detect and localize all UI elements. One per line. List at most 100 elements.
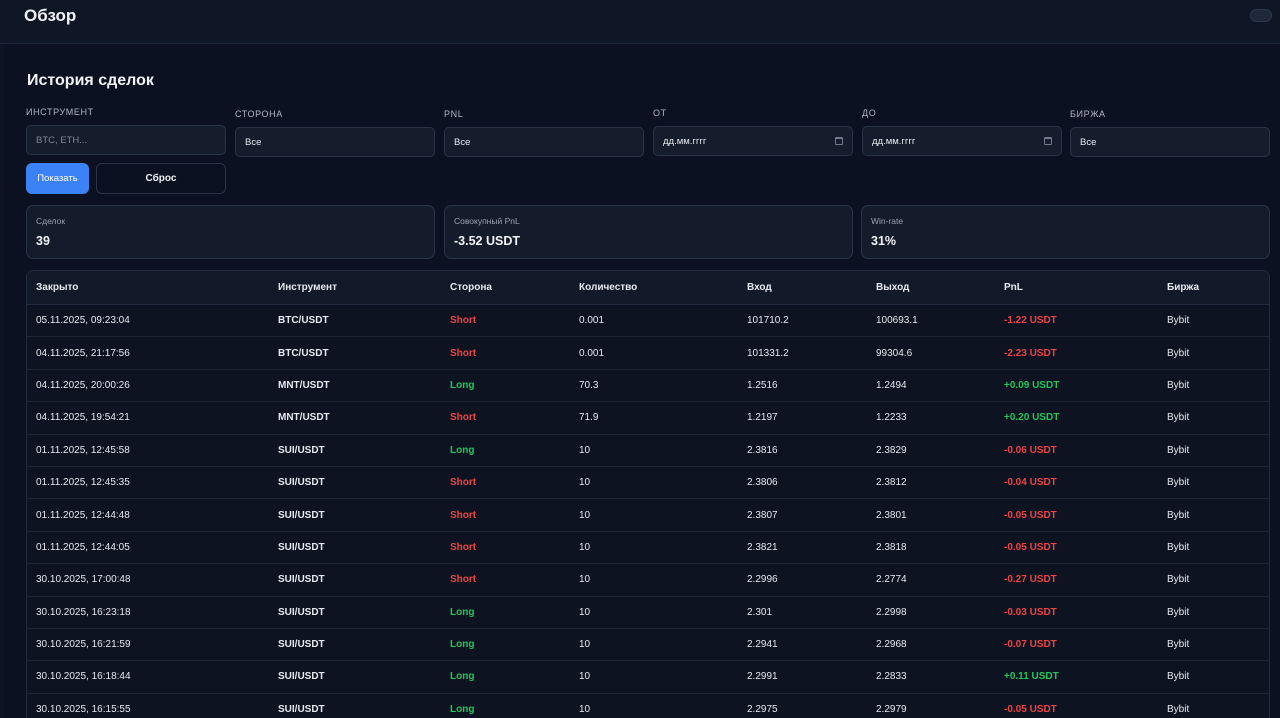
stat-card-pnl: Совокупный PnL -3.52 USDT — [444, 205, 853, 259]
top-bar: Обзор — [0, 0, 1280, 44]
table-row[interactable]: 04.11.2025, 20:00:26 MNT/USDT Long 70.3 1.25… — [27, 370, 1269, 403]
instrument-cell: SUI/USDT — [278, 639, 325, 651]
side-select[interactable]: Все — [235, 127, 435, 157]
table-row[interactable]: 01.11.2025, 12:45:35 SUI/USDT Short 10 2.380… — [27, 467, 1269, 500]
pnl-select[interactable]: Все — [444, 127, 644, 157]
quantity-cell: 10 — [579, 574, 591, 586]
exchange-cell: Bybit — [1167, 541, 1190, 553]
column-header-side[interactable]: Сторона — [450, 282, 492, 293]
trades-table: Закрыто Инструмент Сторона Количество Вх… — [26, 270, 1270, 718]
table-row[interactable]: 30.10.2025, 17:00:48 SUI/USDT Short 10 2.299… — [27, 564, 1269, 597]
from-date-input[interactable]: дд.мм.гггг — [653, 126, 853, 156]
instrument-cell: SUI/USDT — [278, 509, 325, 521]
entry-cell: 2.2975 — [747, 703, 778, 715]
quantity-cell: 10 — [579, 444, 591, 456]
to-date-input[interactable]: дд.мм.гггг — [862, 126, 1062, 156]
exchange-cell: Bybit — [1167, 639, 1190, 651]
exit-cell: 2.2998 — [876, 606, 907, 618]
page-title: Обзор — [24, 6, 77, 25]
table-row[interactable]: 04.11.2025, 19:54:21 MNT/USDT Short 71.9 1.2… — [27, 402, 1269, 435]
quantity-cell: 0.001 — [579, 315, 605, 327]
entry-cell: 2.3816 — [747, 444, 778, 456]
pnl-cell: -0.27 USDT — [1004, 574, 1057, 586]
quantity-cell: 70.3 — [579, 379, 599, 391]
filter-from-label: От — [653, 108, 667, 118]
closed-cell: 30.10.2025, 16:21:59 — [36, 639, 131, 651]
sidebar-edge — [0, 44, 4, 718]
column-header-exchange[interactable]: Биржа — [1167, 282, 1200, 293]
pnl-cell: -0.03 USDT — [1004, 606, 1057, 618]
exchange-cell: Bybit — [1167, 671, 1190, 683]
side-cell: Long — [450, 379, 475, 391]
side-cell: Long — [450, 639, 475, 651]
quantity-cell: 10 — [579, 606, 591, 618]
exit-cell: 100693.1 — [876, 315, 918, 327]
filter-instrument-label: Инструмент — [26, 107, 94, 117]
table-row[interactable]: 05.11.2025, 09:23:04 BTC/USDT Short 0.001 10… — [27, 305, 1269, 338]
column-header-instrument[interactable]: Инструмент — [278, 282, 337, 293]
pnl-cell: -0.07 USDT — [1004, 639, 1057, 651]
quantity-cell: 10 — [579, 639, 591, 651]
column-header-entry[interactable]: Вход — [747, 282, 772, 293]
quantity-cell: 10 — [579, 671, 591, 683]
table-row[interactable]: 30.10.2025, 16:21:59 SUI/USDT Long 10 2.2941… — [27, 629, 1269, 662]
exit-cell: 1.2494 — [876, 379, 907, 391]
table-row[interactable]: 30.10.2025, 16:18:44 SUI/USDT Long 10 2.2991… — [27, 661, 1269, 694]
exchange-cell: Bybit — [1167, 574, 1190, 586]
side-cell: Short — [450, 315, 477, 327]
exchange-cell: Bybit — [1167, 477, 1190, 489]
instrument-cell: SUI/USDT — [278, 444, 325, 456]
table-header: Закрыто Инструмент Сторона Количество Вх… — [27, 271, 1269, 305]
filter-pnl: PnL Все — [444, 109, 644, 157]
table-row[interactable]: 01.11.2025, 12:44:48 SUI/USDT Short 10 2.380… — [27, 499, 1269, 532]
table-row[interactable]: 01.11.2025, 12:44:05 SUI/USDT Short 10 2.382… — [27, 532, 1269, 565]
stat-deals-label: Сделок — [36, 216, 66, 226]
column-header-closed[interactable]: Закрыто — [36, 282, 79, 293]
theme-toggle[interactable] — [1250, 9, 1272, 22]
quantity-cell: 10 — [579, 509, 591, 521]
exit-cell: 99304.6 — [876, 347, 913, 359]
entry-cell: 101331.2 — [747, 347, 789, 359]
show-button[interactable]: Показать — [26, 163, 89, 194]
table-row[interactable]: 04.11.2025, 21:17:56 BTC/USDT Short 0.001 10… — [27, 337, 1269, 370]
entry-cell: 101710.2 — [747, 315, 789, 327]
calendar-icon[interactable] — [1044, 137, 1052, 145]
column-header-quantity[interactable]: Количество — [579, 282, 638, 293]
filter-to-label: До — [862, 108, 877, 118]
closed-cell: 30.10.2025, 16:15:55 — [36, 703, 131, 715]
entry-cell: 2.2996 — [747, 574, 778, 586]
exchange-cell: Bybit — [1167, 509, 1190, 521]
exchange-select[interactable]: Все — [1070, 127, 1270, 157]
reset-button[interactable]: Сброс — [96, 163, 226, 194]
filter-from: От дд.мм.гггг — [653, 108, 853, 156]
column-header-pnl[interactable]: PnL — [1004, 282, 1023, 293]
closed-cell: 01.11.2025, 12:44:48 — [36, 509, 130, 521]
instrument-cell: BTC/USDT — [278, 315, 329, 327]
stat-winrate-label: Win-rate — [871, 216, 904, 226]
side-cell: Short — [450, 574, 477, 586]
quantity-cell: 71.9 — [579, 412, 599, 424]
pnl-cell: -2.23 USDT — [1004, 347, 1057, 359]
table-row[interactable]: 30.10.2025, 16:15:55 SUI/USDT Long 10 2.2975… — [27, 694, 1269, 718]
table-row[interactable]: 30.10.2025, 16:23:18 SUI/USDT Long 10 2.301 2… — [27, 597, 1269, 629]
exit-cell: 2.2979 — [876, 703, 907, 715]
entry-cell: 2.2941 — [747, 639, 778, 651]
instrument-cell: SUI/USDT — [278, 574, 325, 586]
table-body: 05.11.2025, 09:23:04 BTC/USDT Short 0.001 10… — [27, 305, 1269, 718]
closed-cell: 04.11.2025, 21:17:56 — [36, 347, 130, 359]
side-cell: Short — [450, 412, 477, 424]
stat-winrate-value: 31% — [871, 234, 897, 248]
instrument-input[interactable]: BTC, ETH... — [26, 125, 226, 155]
stat-pnl-value: -3.52 USDT — [454, 234, 520, 248]
filter-exchange-label: Биржа — [1070, 109, 1106, 119]
entry-cell: 1.2516 — [747, 379, 778, 391]
instrument-cell: SUI/USDT — [278, 606, 325, 618]
column-header-exit[interactable]: Выход — [876, 282, 910, 293]
closed-cell: 05.11.2025, 09:23:04 — [36, 315, 130, 327]
quantity-cell: 10 — [579, 541, 591, 553]
instrument-cell: SUI/USDT — [278, 541, 325, 553]
table-row[interactable]: 01.11.2025, 12:45:58 SUI/USDT Long 10 2.3816… — [27, 435, 1269, 467]
pnl-cell: -0.05 USDT — [1004, 703, 1057, 715]
quantity-cell: 10 — [579, 477, 591, 489]
calendar-icon[interactable] — [835, 137, 843, 145]
